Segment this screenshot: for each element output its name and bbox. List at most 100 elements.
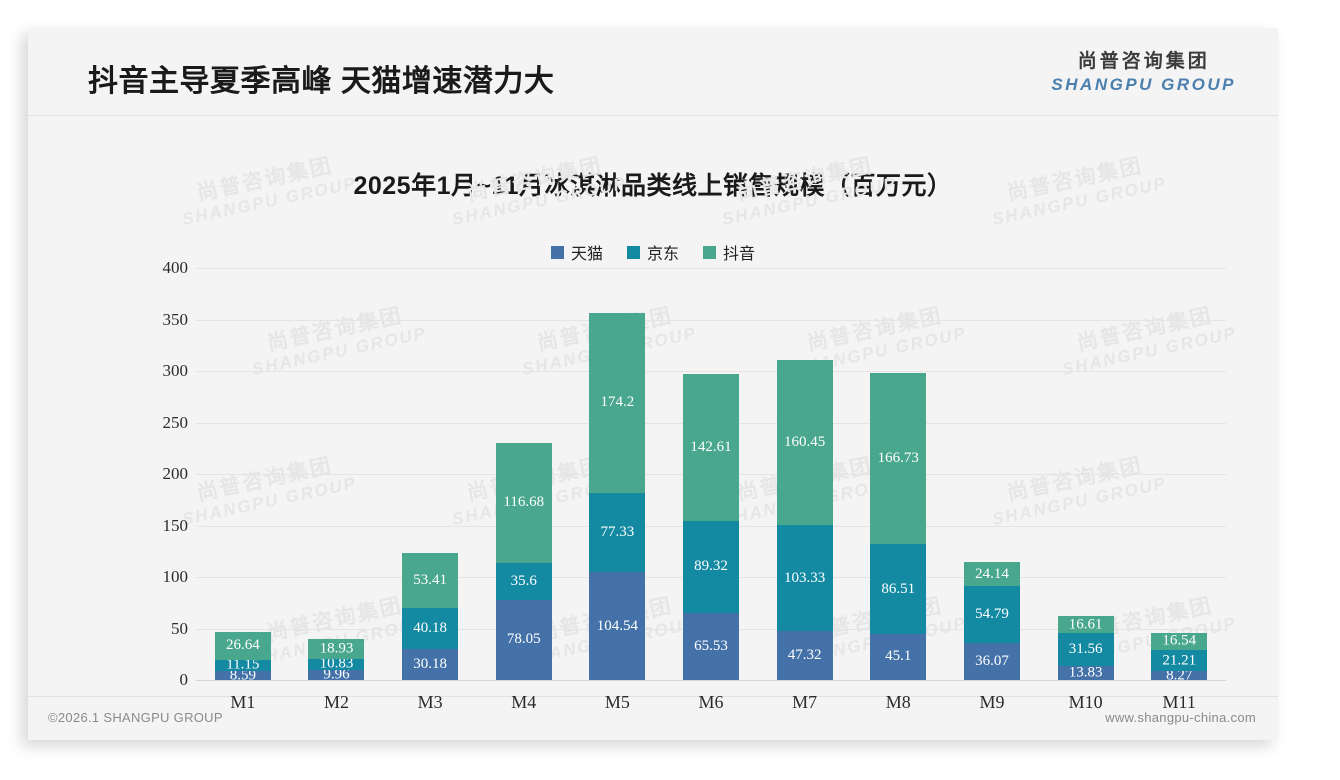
y-axis-tick-label: 250	[162, 412, 189, 432]
bar-column[interactable]: 78.05 35.6 116.68	[477, 268, 571, 680]
bar-column[interactable]: 13.83 31.56 16.61	[1039, 268, 1133, 680]
bar-stack: 30.18 40.18 53.41	[402, 552, 459, 680]
bar-segment[interactable]: 160.45	[776, 359, 833, 525]
bar-value-label: 89.32	[694, 558, 728, 575]
bar-segment[interactable]: 26.64	[214, 632, 271, 660]
bar-segment[interactable]: 78.05	[495, 599, 552, 680]
bar-column[interactable]: 8.27 21.21 16.54	[1132, 268, 1226, 683]
bar-column[interactable]: 30.18 40.18 53.41	[383, 268, 477, 680]
bar-segment[interactable]: 35.6	[495, 562, 552, 600]
bar-segment[interactable]: 18.93	[308, 639, 365, 659]
bar-segment[interactable]: 30.18	[402, 648, 459, 680]
legend-label: 京东	[646, 246, 679, 263]
brand-logo: 尚普咨询集团 SHANGPU GROUP	[1051, 52, 1236, 93]
bar-segment[interactable]: 65.53	[683, 612, 740, 680]
bar-value-label: 86.51	[881, 580, 916, 597]
bar-value-label: 18.93	[319, 640, 354, 657]
bar-segment[interactable]: 53.41	[402, 552, 459, 608]
x-axis-tick-label: M3	[417, 692, 443, 712]
bar-value-label: 54.79	[975, 606, 1009, 623]
bar-segment[interactable]: 89.32	[683, 520, 740, 613]
x-axis-tick-label: M11	[1162, 692, 1196, 712]
bar-segment[interactable]: 24.14	[963, 561, 1020, 587]
bar-stack: 47.32 103.33 160.45	[776, 359, 833, 680]
bar-stack: 65.53 89.32 142.61	[683, 373, 740, 680]
bar-value-label: 45.1	[885, 648, 912, 665]
bar-segment[interactable]: 13.83	[1057, 665, 1114, 680]
slide-footer: ©2026.1 SHANGPU GROUP www.shangpu-china.…	[28, 696, 1278, 740]
chart-plot-area: 400 350 300 250 200 150 100 50 0 8.59 11.15 26.64 9…	[28, 258, 1278, 712]
axis-baseline	[196, 680, 1226, 681]
bar-column[interactable]: 36.07 54.79 24.14	[945, 268, 1039, 680]
footer-website: www.shangpu-china.com	[1105, 710, 1256, 725]
bar-value-label: 78.05	[506, 631, 541, 648]
legend-swatch-icon	[626, 245, 640, 259]
footer-copyright: ©2026.1 SHANGPU GROUP	[48, 710, 223, 725]
x-axis-tick-label: M8	[885, 692, 911, 712]
bar-segment[interactable]: 54.79	[963, 586, 1020, 643]
slide: 抖音主导夏季高峰 天猫增速潜力大 尚普咨询集团 SHANGPU GROUP 20…	[28, 28, 1278, 740]
x-axis-tick-label: M10	[1068, 692, 1103, 712]
legend-item-2[interactable]: 京东	[626, 240, 679, 264]
x-axis-tick-label: M5	[604, 692, 630, 712]
bar-segment[interactable]: 36.07	[963, 642, 1020, 680]
bar-stack: 8.27 21.21 16.54	[1151, 632, 1208, 683]
legend-label: 天猫	[570, 246, 603, 263]
x-axis-tick-label: M2	[323, 692, 349, 712]
bar-value-label: 21.21	[1162, 652, 1197, 669]
bar-value-label: 40.18	[413, 619, 447, 636]
chart-title: 2025年1月~11月冰淇淋品类线上销售规模（百万元）	[353, 172, 953, 200]
bar-segment[interactable]: 166.73	[870, 372, 927, 545]
bar-segment[interactable]: 31.56	[1057, 633, 1114, 666]
bar-value-label: 16.54	[1162, 632, 1197, 649]
bar-value-label: 65.53	[694, 637, 728, 654]
y-axis-tick-label: 100	[162, 567, 189, 586]
x-axis: M1 M2 M3 M4 M5 M6 M7 M8 M9 M10 M11	[196, 682, 1226, 713]
bar-value-label: 16.61	[1068, 616, 1103, 633]
y-axis-tick-label: 200	[162, 464, 189, 483]
bar-value-label: 11.15	[226, 656, 260, 673]
bar-segment[interactable]: 86.51	[870, 544, 927, 634]
bar-segment[interactable]: 8.27	[1151, 668, 1208, 683]
bar-segment[interactable]: 103.33	[776, 524, 833, 632]
bar-value-label: 8.59	[229, 667, 256, 684]
y-axis-tick-label: 300	[162, 361, 189, 380]
bar-stack: 45.1 86.51 166.73	[870, 372, 927, 680]
bar-segment[interactable]: 116.68	[495, 442, 552, 563]
bar-column[interactable]: 104.54 77.33 174.2	[571, 268, 665, 680]
grid-line	[196, 268, 1226, 269]
bar-segment[interactable]: 47.32	[776, 631, 833, 680]
x-axis-tick-label: M7	[792, 692, 818, 712]
bar-segment[interactable]: 142.61	[683, 373, 740, 521]
legend-item-1[interactable]: 天猫	[550, 240, 603, 264]
bar-segment[interactable]: 45.1	[870, 633, 927, 680]
bar-column[interactable]: 65.53 89.32 142.61	[664, 268, 758, 680]
bar-value-label: 160.45	[784, 433, 826, 450]
legend-item-3[interactable]: 抖音	[703, 240, 755, 264]
bar-value-label: 24.14	[975, 565, 1009, 582]
bar-value-label: 26.64	[225, 637, 260, 654]
bar-value-label: 35.6	[510, 572, 537, 589]
bar-column[interactable]: 45.1 86.51 166.73	[851, 268, 945, 680]
bar-segment[interactable]: 16.54	[1151, 632, 1208, 650]
bar-column[interactable]: 9.96 10.83 18.93	[290, 268, 384, 682]
bar-segment[interactable]: 8.59	[214, 667, 271, 684]
bar-column[interactable]: 8.59 11.15 26.64	[196, 268, 290, 684]
bar-value-label: 174.2	[600, 394, 635, 411]
x-axis-tick-label: M4	[511, 692, 537, 712]
x-axis-tick-label: M6	[698, 692, 724, 712]
page-title: 抖音主导夏季高峰 天猫增速潜力大	[88, 65, 555, 98]
bar-segment[interactable]: 40.18	[402, 607, 459, 649]
bar-segment[interactable]: 9.96	[308, 667, 365, 682]
bar-segment[interactable]: 10.83	[308, 656, 365, 671]
bar-segment[interactable]: 77.33	[589, 492, 646, 573]
bar-column[interactable]: 47.32 103.33 160.45	[758, 268, 852, 680]
bar-value-label: 142.61	[690, 438, 732, 455]
bar-segment[interactable]: 21.21	[1151, 649, 1208, 672]
y-axis-tick-label: 0	[179, 670, 189, 689]
bar-segment[interactable]: 174.2	[589, 313, 646, 493]
bar-segment[interactable]: 16.61	[1057, 616, 1114, 634]
bar-segment[interactable]: 104.54	[589, 572, 646, 680]
bar-segment[interactable]: 11.15	[214, 656, 271, 673]
y-axis-tick-label: 150	[162, 515, 189, 535]
